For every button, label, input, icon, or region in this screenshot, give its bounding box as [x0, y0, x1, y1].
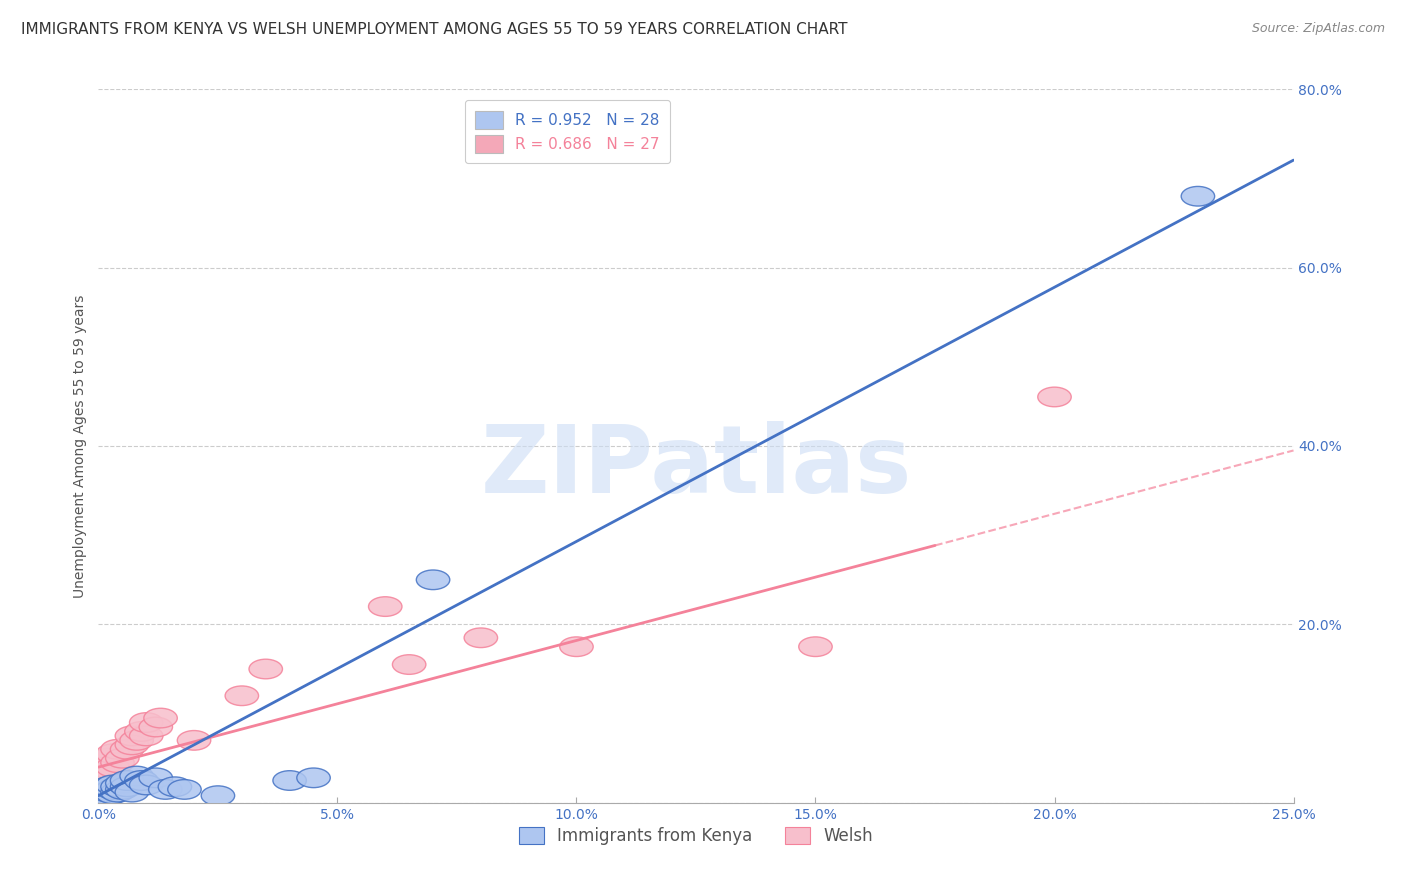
Y-axis label: Unemployment Among Ages 55 to 59 years: Unemployment Among Ages 55 to 59 years	[73, 294, 87, 598]
Ellipse shape	[111, 771, 143, 790]
Ellipse shape	[96, 775, 129, 795]
Ellipse shape	[249, 659, 283, 679]
Ellipse shape	[91, 782, 125, 802]
Ellipse shape	[87, 784, 120, 804]
Ellipse shape	[125, 771, 159, 790]
Ellipse shape	[143, 708, 177, 728]
Legend: Immigrants from Kenya, Welsh: Immigrants from Kenya, Welsh	[512, 820, 880, 852]
Ellipse shape	[105, 773, 139, 793]
Ellipse shape	[129, 775, 163, 795]
Ellipse shape	[129, 726, 163, 746]
Ellipse shape	[1038, 387, 1071, 407]
Ellipse shape	[139, 768, 173, 788]
Ellipse shape	[96, 780, 129, 799]
Ellipse shape	[149, 780, 183, 799]
Ellipse shape	[91, 762, 125, 781]
Ellipse shape	[87, 789, 120, 808]
Ellipse shape	[105, 748, 139, 768]
Ellipse shape	[560, 637, 593, 657]
Ellipse shape	[120, 731, 153, 750]
Ellipse shape	[91, 777, 125, 797]
Ellipse shape	[111, 777, 143, 797]
Ellipse shape	[464, 628, 498, 648]
Text: IMMIGRANTS FROM KENYA VS WELSH UNEMPLOYMENT AMONG AGES 55 TO 59 YEARS CORRELATIO: IMMIGRANTS FROM KENYA VS WELSH UNEMPLOYM…	[21, 22, 848, 37]
Ellipse shape	[120, 766, 153, 786]
Ellipse shape	[129, 713, 163, 732]
Ellipse shape	[96, 784, 129, 804]
Ellipse shape	[273, 771, 307, 790]
Ellipse shape	[101, 739, 135, 759]
Text: Source: ZipAtlas.com: Source: ZipAtlas.com	[1251, 22, 1385, 36]
Ellipse shape	[115, 782, 149, 802]
Ellipse shape	[177, 731, 211, 750]
Ellipse shape	[392, 655, 426, 674]
Ellipse shape	[368, 597, 402, 616]
Ellipse shape	[115, 726, 149, 746]
Ellipse shape	[125, 722, 159, 741]
Ellipse shape	[139, 717, 173, 737]
Ellipse shape	[297, 768, 330, 788]
Ellipse shape	[87, 780, 120, 799]
Ellipse shape	[87, 766, 120, 786]
Ellipse shape	[101, 782, 135, 802]
Ellipse shape	[101, 753, 135, 772]
Ellipse shape	[201, 786, 235, 805]
Ellipse shape	[91, 786, 125, 805]
Ellipse shape	[96, 757, 129, 777]
Ellipse shape	[167, 780, 201, 799]
Ellipse shape	[96, 744, 129, 764]
Ellipse shape	[225, 686, 259, 706]
Ellipse shape	[105, 780, 139, 799]
Ellipse shape	[159, 777, 191, 797]
Ellipse shape	[416, 570, 450, 590]
Ellipse shape	[115, 735, 149, 755]
Text: ZIPatlas: ZIPatlas	[481, 421, 911, 514]
Ellipse shape	[91, 748, 125, 768]
Ellipse shape	[1181, 186, 1215, 206]
Ellipse shape	[87, 757, 120, 777]
Ellipse shape	[101, 777, 135, 797]
Ellipse shape	[799, 637, 832, 657]
Ellipse shape	[111, 739, 143, 759]
